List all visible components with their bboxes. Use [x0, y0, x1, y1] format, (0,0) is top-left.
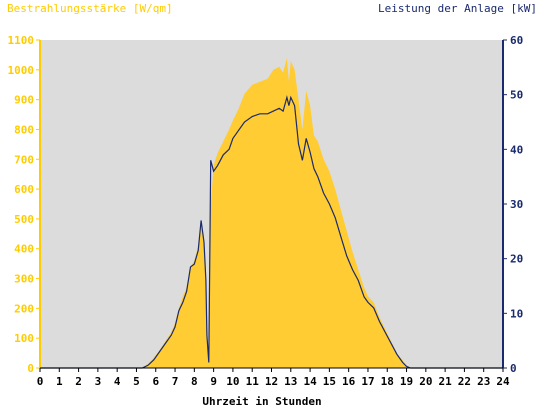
x-tick-label: 14 — [303, 375, 317, 388]
x-tick-label: 4 — [114, 375, 121, 388]
x-tick-label: 20 — [419, 375, 432, 388]
right-axis-ticks: 0 10 20 30 40 50 60 — [503, 34, 523, 375]
x-tick-label: 13 — [284, 375, 297, 388]
left-tick-label: 1000 — [8, 64, 35, 77]
left-tick-label: 100 — [14, 332, 34, 345]
x-axis-title: Uhrzeit in Stunden — [202, 395, 321, 408]
x-tick-label: 7 — [172, 375, 179, 388]
right-axis-title: Leistung der Anlage [kW] — [378, 2, 537, 15]
x-tick-label: 3 — [95, 375, 102, 388]
left-tick-label: 600 — [14, 183, 34, 196]
x-tick-label: 12 — [265, 375, 278, 388]
left-tick-label: 700 — [14, 153, 34, 166]
irradiance-area — [40, 57, 503, 369]
x-tick-label: 22 — [458, 375, 471, 388]
x-tick-label: 15 — [323, 375, 336, 388]
x-tick-label: 21 — [439, 375, 453, 388]
x-tick-label: 23 — [477, 375, 490, 388]
x-tick-label: 0 — [37, 375, 44, 388]
x-tick-label: 11 — [246, 375, 260, 388]
x-tick-label: 17 — [361, 375, 374, 388]
left-tick-label: 800 — [14, 123, 34, 136]
left-tick-label: 200 — [14, 302, 34, 315]
right-tick-label: 0 — [510, 362, 517, 375]
left-axis-ticks: 0 100 200 300 400 500 600 700 800 900 1000 1100 — [8, 34, 40, 375]
left-tick-label: 300 — [14, 273, 34, 286]
left-axis-title: Bestrahlungsstärke [W/qm] — [7, 2, 173, 15]
left-tick-label: 900 — [14, 94, 34, 107]
x-tick-label: 8 — [191, 375, 198, 388]
x-tick-label: 2 — [75, 375, 82, 388]
left-tick-label: 0 — [27, 362, 34, 375]
x-tick-label: 18 — [381, 375, 394, 388]
x-tick-label: 1 — [56, 375, 63, 388]
x-tick-label: 19 — [400, 375, 413, 388]
right-tick-label: 30 — [510, 198, 523, 211]
left-tick-label: 400 — [14, 243, 34, 256]
x-tick-label: 5 — [133, 375, 140, 388]
x-tick-label: 24 — [496, 375, 510, 388]
right-tick-label: 50 — [510, 89, 523, 102]
right-tick-label: 60 — [510, 34, 523, 47]
right-tick-label: 40 — [510, 143, 523, 156]
x-tick-label: 6 — [152, 375, 159, 388]
left-tick-label: 500 — [14, 213, 34, 226]
right-tick-label: 20 — [510, 253, 523, 266]
x-tick-label: 10 — [226, 375, 239, 388]
right-tick-label: 10 — [510, 307, 523, 320]
left-tick-label: 1100 — [8, 34, 35, 47]
power-line — [40, 95, 503, 369]
x-axis-ticks: 0 1 2 3 4 5 6 7 8 9 10 11 12 13 14 15 16 17 18 19 20 21 22 23 24 — [37, 368, 510, 388]
x-tick-label: 9 — [210, 375, 217, 388]
x-tick-label: 16 — [342, 375, 356, 388]
